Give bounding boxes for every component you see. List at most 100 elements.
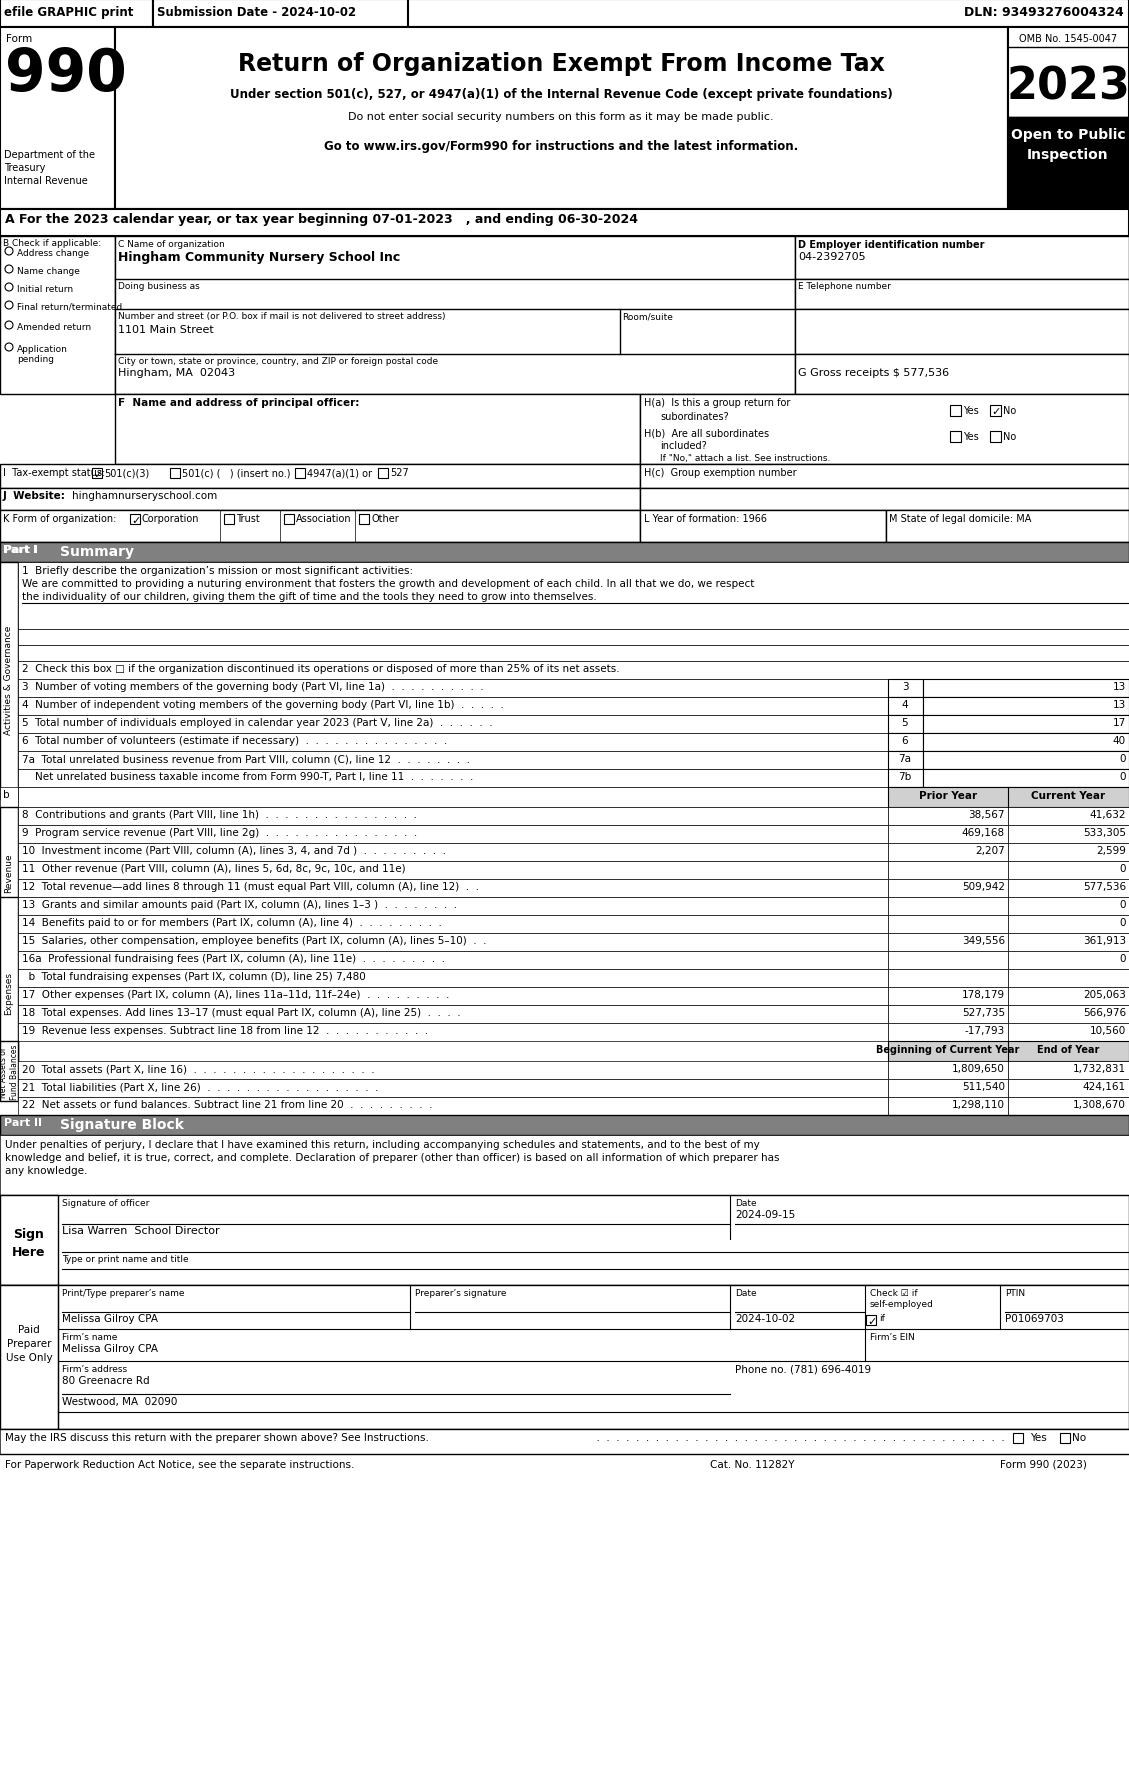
Text: Phone no. (781) 696-4019: Phone no. (781) 696-4019: [735, 1365, 872, 1374]
Text: Application
pending: Application pending: [17, 344, 68, 364]
Text: 04-2392705: 04-2392705: [798, 251, 866, 262]
Text: Current Year: Current Year: [1031, 791, 1105, 800]
Text: Doing business as: Doing business as: [119, 282, 200, 290]
Bar: [640, 465, 1129, 488]
Text: Under section 501(c), 527, or 4947(a)(1) of the Internal Revenue Code (except pr: Under section 501(c), 527, or 4947(a)(1)…: [229, 87, 892, 102]
Text: 19  Revenue less expenses. Subtract line 18 from line 12  .  .  .  .  .  .  .  .: 19 Revenue less expenses. Subtract line …: [21, 1025, 428, 1035]
Text: 7a: 7a: [899, 754, 911, 763]
Text: Address change: Address change: [17, 249, 89, 258]
Text: knowledge and belief, it is true, correct, and complete. Declaration of preparer: knowledge and belief, it is true, correc…: [5, 1153, 779, 1162]
Text: 1,308,670: 1,308,670: [1074, 1099, 1126, 1110]
Bar: [18, 629, 1129, 645]
Text: Date: Date: [735, 1288, 756, 1297]
Text: 1  Briefly describe the organization’s mission or most significant activities:: 1 Briefly describe the organization’s mi…: [21, 565, 413, 576]
Bar: [18, 807, 889, 825]
Text: Number and street (or P.O. box if mail is not delivered to street address): Number and street (or P.O. box if mail i…: [119, 312, 446, 321]
Bar: [1008, 1080, 1129, 1098]
Bar: [0, 544, 1129, 563]
Bar: [1008, 1062, 1129, 1080]
Text: Form: Form: [6, 34, 33, 45]
Bar: [18, 952, 889, 969]
Bar: [640, 511, 886, 544]
Bar: [795, 355, 1129, 396]
Text: No: No: [1003, 431, 1016, 442]
Bar: [18, 880, 889, 898]
Text: I  Tax-exempt status:: I Tax-exempt status:: [3, 467, 105, 478]
Bar: [1008, 969, 1129, 987]
Text: ✓: ✓: [131, 515, 140, 526]
Bar: [91, 469, 102, 479]
Text: Hingham Community Nursery School Inc: Hingham Community Nursery School Inc: [119, 251, 401, 264]
Text: Firm’s address: Firm’s address: [62, 1365, 128, 1374]
Text: 5: 5: [902, 718, 909, 727]
Text: Beginning of Current Year: Beginning of Current Year: [876, 1044, 1019, 1055]
Text: Do not enter social security numbers on this form as it may be made public.: Do not enter social security numbers on …: [348, 112, 773, 121]
Text: Firm’s EIN: Firm’s EIN: [870, 1333, 914, 1342]
Bar: [795, 237, 1129, 280]
Bar: [154, 0, 408, 29]
Text: Firm’s name: Firm’s name: [62, 1333, 117, 1342]
Text: 14  Benefits paid to or for members (Part IX, column (A), line 4)  .  .  .  .  .: 14 Benefits paid to or for members (Part…: [21, 918, 441, 927]
Bar: [18, 825, 889, 843]
Text: 501(c) (   ) (insert no.): 501(c) ( ) (insert no.): [182, 467, 290, 478]
Bar: [0, 210, 1129, 237]
Text: 11  Other revenue (Part VIII, column (A), lines 5, 6d, 8c, 9c, 10c, and 11e): 11 Other revenue (Part VIII, column (A),…: [21, 864, 405, 873]
Bar: [949, 431, 961, 442]
Bar: [990, 406, 1001, 417]
Text: 0: 0: [1120, 772, 1126, 782]
Bar: [886, 511, 1129, 544]
Text: 0: 0: [1120, 918, 1126, 927]
Text: self-employed: self-employed: [870, 1299, 934, 1308]
Bar: [18, 661, 1129, 679]
Bar: [0, 511, 640, 544]
Text: No: No: [1003, 406, 1016, 415]
Text: J  Website:: J Website:: [3, 490, 65, 501]
Text: ✓: ✓: [991, 406, 1000, 417]
Bar: [640, 488, 1129, 511]
Text: 9  Program service revenue (Part VIII, line 2g)  .  .  .  .  .  .  .  .  .  .  .: 9 Program service revenue (Part VIII, li…: [21, 827, 418, 838]
Text: Cat. No. 11282Y: Cat. No. 11282Y: [710, 1459, 795, 1468]
Bar: [889, 1005, 1008, 1023]
Bar: [889, 770, 924, 788]
Text: -17,793: -17,793: [965, 1025, 1005, 1035]
Text: if: if: [879, 1313, 885, 1322]
Text: 13: 13: [1113, 700, 1126, 709]
Bar: [889, 952, 1008, 969]
Text: 5  Total number of individuals employed in calendar year 2023 (Part V, line 2a) : 5 Total number of individuals employed i…: [21, 718, 492, 727]
Text: 1,732,831: 1,732,831: [1073, 1064, 1126, 1073]
Text: 4  Number of independent voting members of the governing body (Part VI, line 1b): 4 Number of independent voting members o…: [21, 700, 504, 709]
Text: E Telephone number: E Telephone number: [798, 282, 891, 290]
Bar: [889, 987, 1008, 1005]
Text: OMB No. 1545-0047: OMB No. 1545-0047: [1019, 34, 1117, 45]
Text: Association: Association: [296, 513, 351, 524]
Bar: [18, 934, 889, 952]
Bar: [115, 29, 1008, 210]
Text: D Employer identification number: D Employer identification number: [798, 241, 984, 249]
Text: 12  Total revenue—add lines 8 through 11 (must equal Part VIII, column (A), line: 12 Total revenue—add lines 8 through 11 …: [21, 882, 479, 891]
Bar: [1060, 1433, 1070, 1443]
Bar: [1013, 1433, 1023, 1443]
Bar: [18, 716, 889, 734]
Bar: [18, 843, 889, 861]
Text: 0: 0: [1120, 754, 1126, 763]
Text: Internal Revenue: Internal Revenue: [5, 176, 88, 185]
Bar: [889, 1080, 1008, 1098]
Bar: [1008, 843, 1129, 861]
Bar: [889, 697, 924, 716]
Bar: [1008, 1005, 1129, 1023]
Bar: [924, 679, 1129, 697]
Bar: [0, 788, 18, 807]
Bar: [2, 545, 52, 561]
Bar: [0, 488, 640, 511]
Bar: [0, 1429, 1129, 1454]
Bar: [18, 770, 889, 788]
Text: Submission Date - 2024-10-02: Submission Date - 2024-10-02: [157, 5, 356, 20]
Text: Preparer’s signature: Preparer’s signature: [415, 1288, 507, 1297]
Text: B Check if applicable:: B Check if applicable:: [3, 239, 102, 248]
Text: ✓: ✓: [93, 470, 103, 479]
Text: 990: 990: [5, 46, 126, 103]
Text: 349,556: 349,556: [962, 936, 1005, 946]
Bar: [949, 406, 961, 417]
Text: Treasury: Treasury: [5, 162, 45, 173]
Text: 0: 0: [1120, 900, 1126, 909]
